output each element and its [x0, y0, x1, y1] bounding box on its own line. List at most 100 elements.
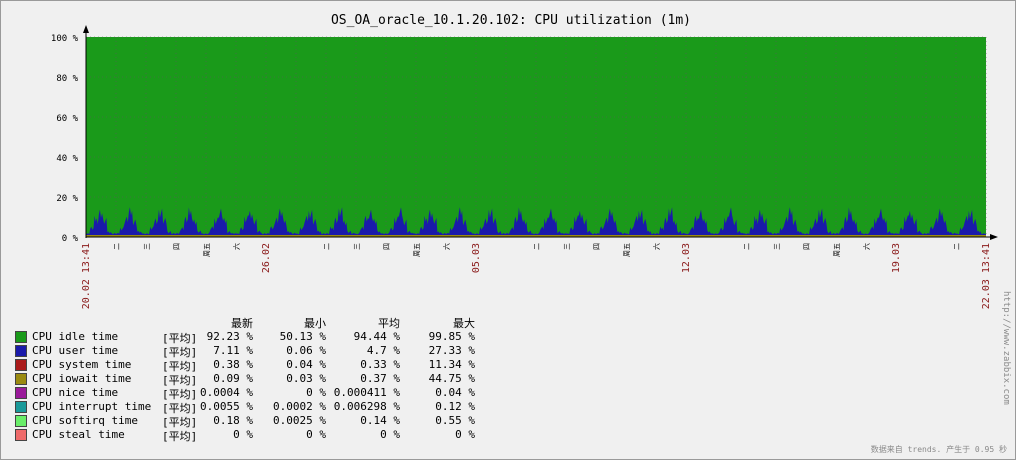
legend-value-last: 0.0055 %	[200, 400, 253, 413]
y-tick-label: 80 %	[56, 74, 78, 84]
y-tick-label: 60 %	[56, 114, 78, 124]
x-day-label: 周五	[623, 243, 631, 257]
legend-value-max: 99.85 %	[428, 330, 475, 343]
legend-function: [平均]	[162, 388, 198, 401]
legend-function: [平均]	[162, 430, 198, 443]
legend-value-avg: 0.000411 %	[333, 386, 400, 399]
y-tick-label: 100 %	[51, 34, 79, 44]
legend-value-max: 44.75 %	[428, 372, 475, 385]
legend-value-min: 0.03 %	[286, 372, 326, 385]
legend-swatch	[15, 373, 27, 385]
legend-value-min: 0.04 %	[286, 358, 326, 371]
x-day-label: 周五	[413, 243, 421, 257]
chart-title: OS_OA_oracle_10.1.20.102: CPU utilizatio…	[331, 13, 691, 28]
x-date-label: 19.03	[891, 243, 902, 273]
x-date-label: 12.03	[681, 243, 692, 273]
iowait-time-band	[86, 235, 986, 237]
legend-function: [平均]	[162, 374, 198, 387]
legend-value-min: 0.0025 %	[273, 414, 326, 427]
legend-series-name: CPU steal time	[32, 428, 125, 441]
zabbix-watermark: http://www.zabbix.com	[1001, 291, 1011, 405]
x-day-label: 二	[743, 243, 751, 250]
legend-value-min: 50.13 %	[279, 330, 326, 343]
legend-swatch	[15, 387, 27, 399]
legend-value-max: 27.33 %	[428, 344, 475, 357]
legend-function: [平均]	[162, 346, 198, 359]
x-date-label: 05.03	[471, 243, 482, 273]
legend-value-last: 0.18 %	[213, 414, 253, 427]
y-axis-arrow	[83, 25, 89, 33]
legend-header-min: 最小	[304, 317, 326, 330]
x-day-label: 六	[862, 243, 871, 250]
legend-series-name: CPU system time	[32, 358, 132, 371]
legend-value-min: 0 %	[306, 428, 326, 441]
x-day-label: 周五	[203, 243, 211, 257]
x-day-label: 四	[383, 243, 391, 250]
footer-note: 数据来自 trends. 产生于 0.95 秒	[870, 445, 1007, 454]
x-day-label: 周五	[833, 243, 841, 257]
x-day-label: 六	[232, 243, 241, 250]
legend-value-avg: 0.006298 %	[333, 400, 400, 413]
legend-value-last: 7.11 %	[213, 344, 253, 357]
legend-series-name: CPU softirq time	[32, 414, 138, 427]
legend-header-last: 最新	[231, 317, 253, 330]
legend-value-last: 0.38 %	[213, 358, 253, 371]
x-day-label: 四	[173, 243, 181, 250]
legend-swatch	[15, 401, 27, 413]
legend-series-name: CPU user time	[32, 344, 119, 357]
legend-value-min: 0.06 %	[286, 344, 326, 357]
x-day-label: 二	[323, 243, 331, 250]
legend-value-avg: 94.44 %	[353, 330, 400, 343]
x-day-label: 六	[652, 243, 661, 250]
x-day-label: 二	[953, 243, 961, 250]
x-day-label: 三	[143, 243, 151, 250]
legend-series-name: CPU nice time	[32, 386, 119, 399]
legend-function: [平均]	[162, 402, 198, 415]
legend-value-avg: 4.7 %	[366, 344, 400, 357]
y-tick-label: 40 %	[56, 154, 78, 164]
y-tick-label: 0 %	[62, 234, 79, 244]
legend-value-last: 92.23 %	[206, 330, 253, 343]
legend-value-avg: 0 %	[380, 428, 400, 441]
legend-swatch	[15, 331, 27, 343]
x-range-start-label: 20.02 13:41	[81, 243, 92, 309]
legend-value-max: 0.04 %	[435, 386, 475, 399]
legend-series-name: CPU iowait time	[32, 372, 132, 385]
legend-swatch	[15, 359, 27, 371]
x-day-label: 三	[563, 243, 571, 250]
legend-header-max: 最大	[453, 317, 475, 330]
legend-value-min: 0 %	[306, 386, 326, 399]
legend-value-avg: 0.37 %	[360, 372, 400, 385]
legend-series-name: CPU interrupt time	[32, 400, 152, 413]
legend-swatch	[15, 415, 27, 427]
x-day-label: 六	[442, 243, 451, 250]
legend-value-last: 0.09 %	[213, 372, 253, 385]
legend-function: [平均]	[162, 416, 198, 429]
legend-swatch	[15, 345, 27, 357]
legend-series-name: CPU idle time	[32, 330, 119, 343]
user-time-area	[86, 207, 986, 237]
x-day-label: 二	[533, 243, 541, 250]
legend-value-avg: 0.14 %	[360, 414, 400, 427]
x-axis-arrow	[990, 234, 998, 240]
x-day-label: 四	[803, 243, 811, 250]
legend-function: [平均]	[162, 332, 198, 345]
legend-value-last: 0.0004 %	[200, 386, 253, 399]
x-day-label: 三	[353, 243, 361, 250]
legend-value-max: 0.55 %	[435, 414, 475, 427]
legend-header-avg: 平均	[378, 317, 400, 330]
x-range-end-label: 22.03 13:41	[981, 243, 992, 309]
x-day-label: 四	[593, 243, 601, 250]
x-day-label: 三	[773, 243, 781, 250]
legend-value-max: 11.34 %	[428, 358, 475, 371]
y-tick-label: 20 %	[56, 194, 78, 204]
legend-value-avg: 0.33 %	[360, 358, 400, 371]
legend-value-max: 0 %	[455, 428, 475, 441]
legend-swatch	[15, 429, 27, 441]
legend-value-min: 0.0002 %	[273, 400, 326, 413]
legend-value-last: 0 %	[233, 428, 253, 441]
x-day-label: 二	[113, 243, 121, 250]
x-date-label: 26.02	[261, 243, 272, 273]
